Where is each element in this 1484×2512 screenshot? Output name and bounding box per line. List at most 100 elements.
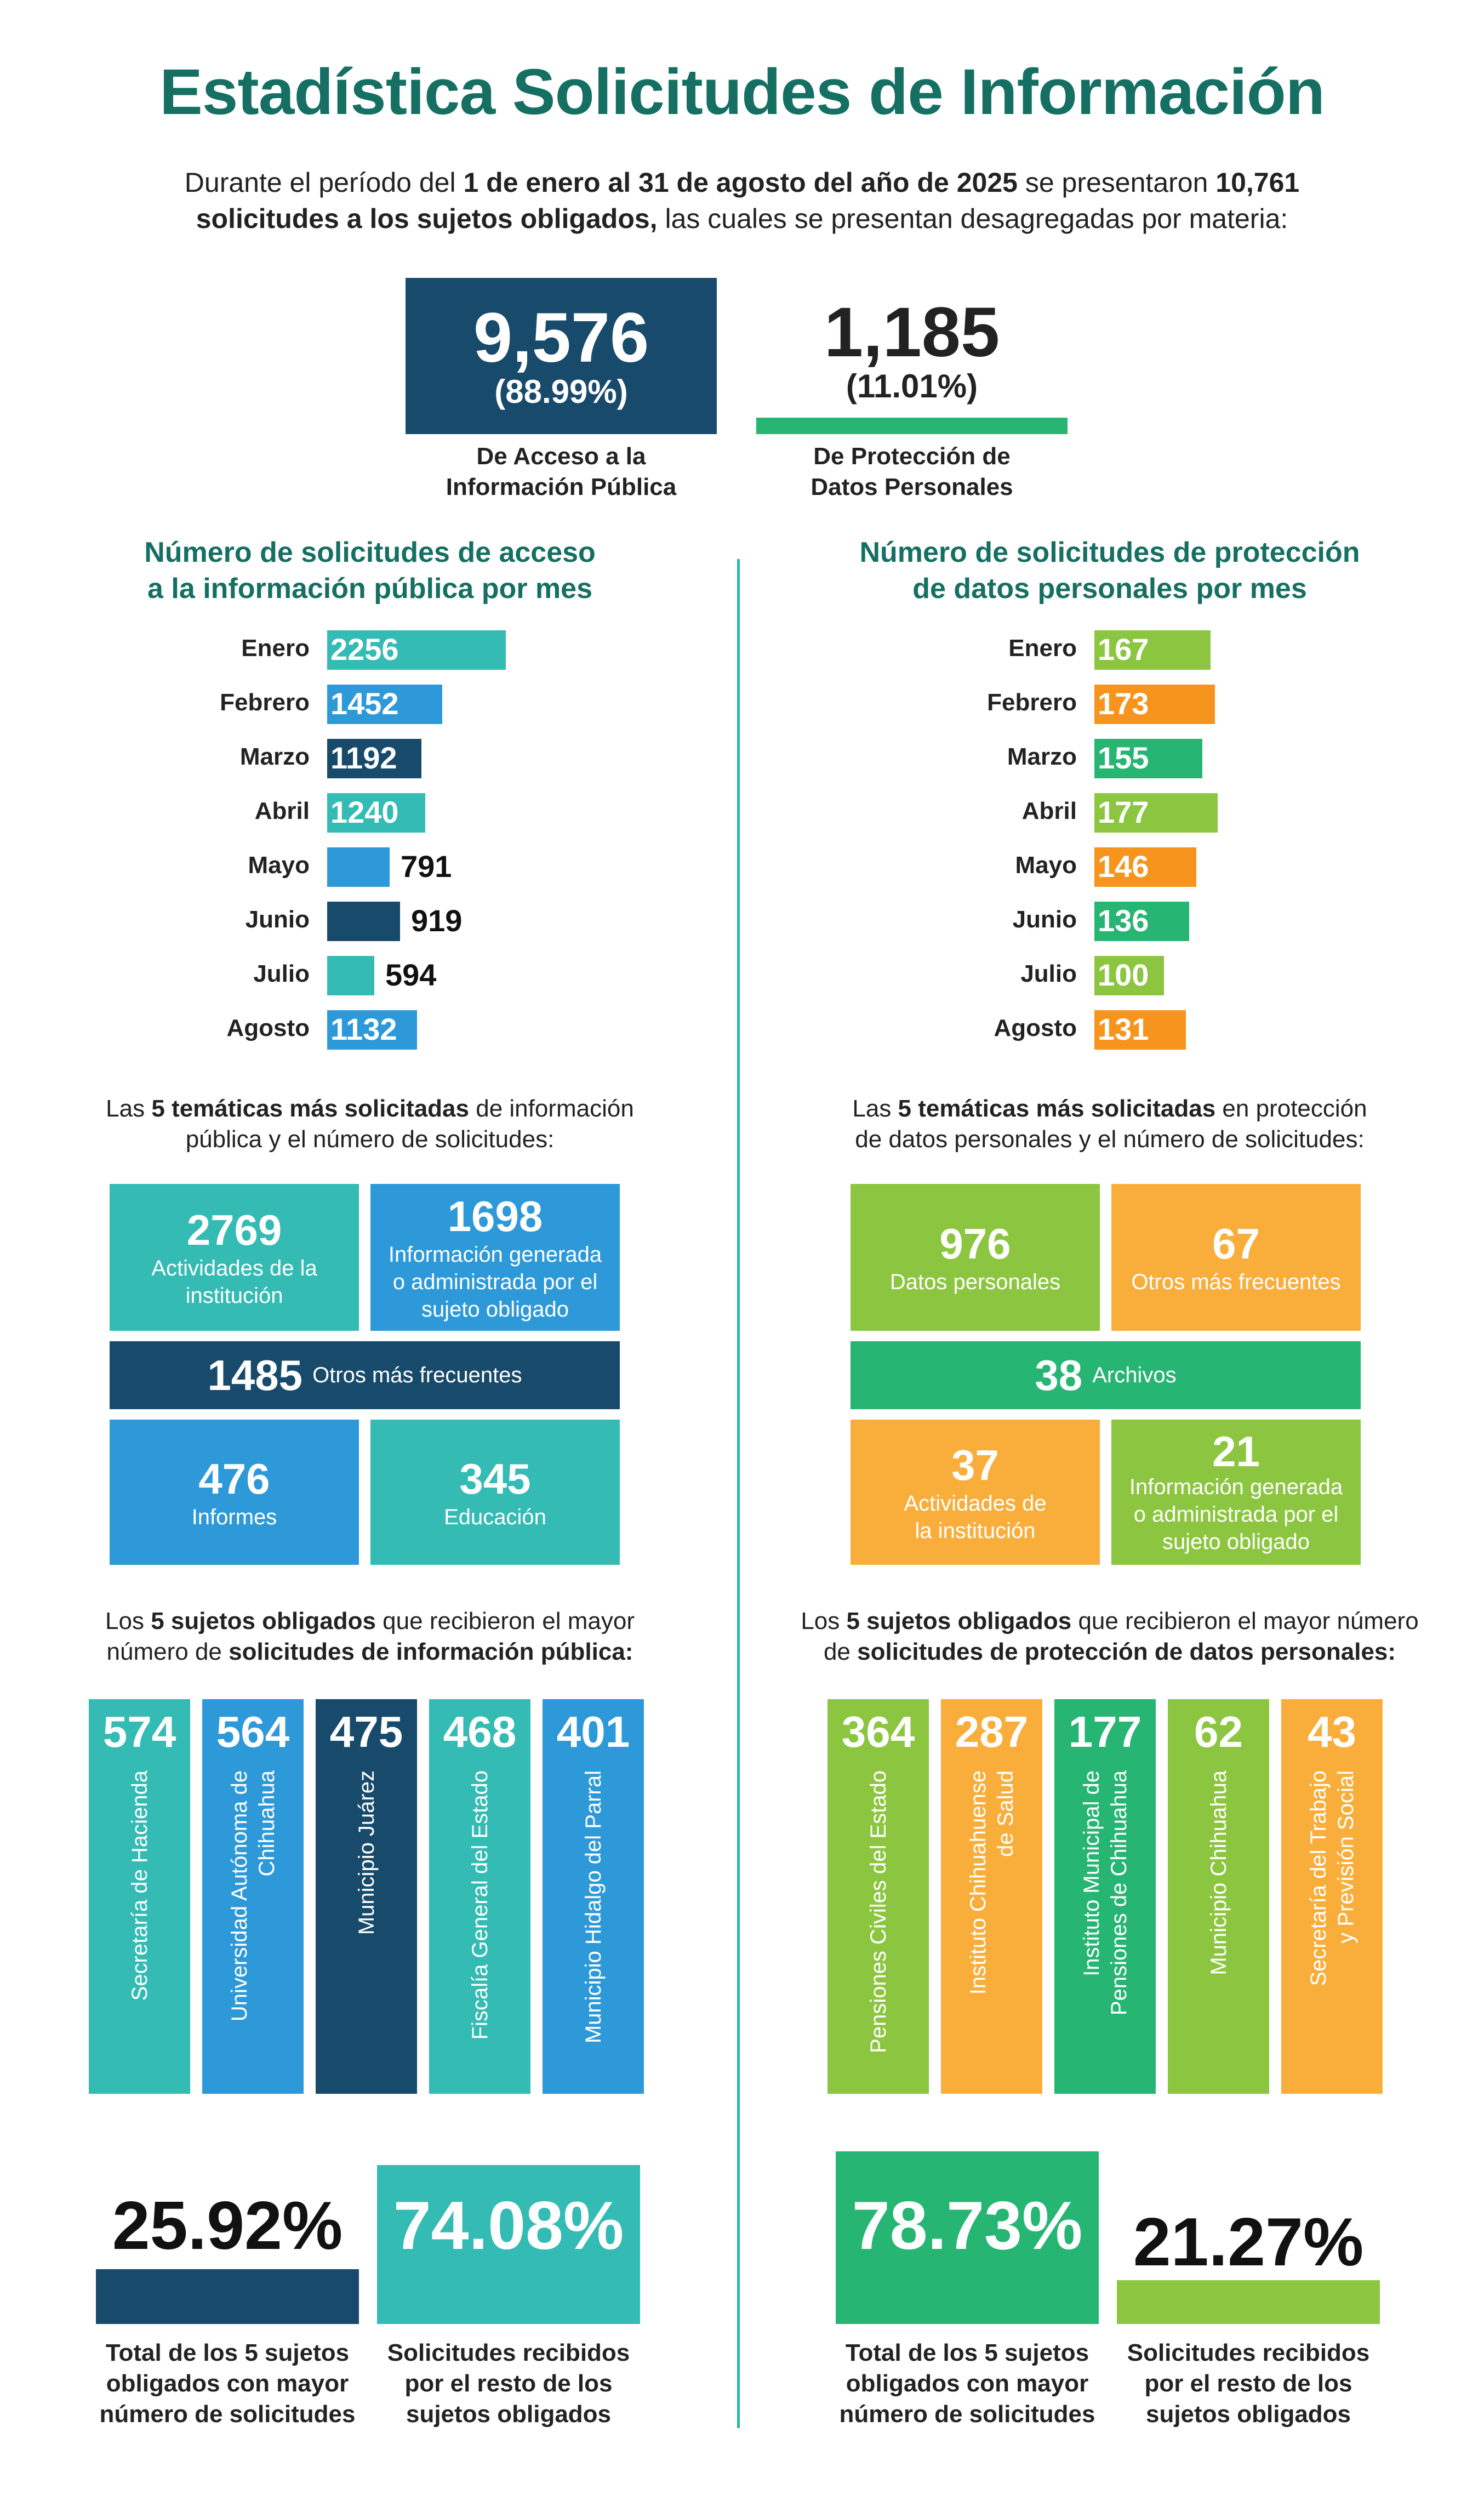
- access-bar-value: 2256: [330, 632, 399, 667]
- intro-part: de información pública y el número de so…: [185, 1095, 634, 1153]
- intro-part: Los: [801, 1608, 847, 1634]
- intro-part: las cuales se presentan desagregadas por…: [657, 203, 1288, 234]
- label-line: De Protección de: [813, 443, 1011, 470]
- protection-entity-name: Secretaría del Trabajo y Previsión Social: [1305, 1770, 1360, 2088]
- protection-bar: [1094, 956, 1164, 995]
- protection-month-label: Mayo: [1015, 852, 1077, 879]
- access-bar: [327, 685, 442, 724]
- protection-entities-intro: Los 5 sujetos obligados que recibieron e…: [795, 1606, 1425, 1667]
- label-line: obligados con mayor: [846, 2370, 1089, 2397]
- label-line: obligados con mayor: [106, 2370, 349, 2397]
- access-topics-intro: Las 5 temáticas más solicitadas de infor…: [99, 1093, 641, 1155]
- protection-entity-value: 364: [841, 1707, 915, 1756]
- intro-bold: 5 sujetos obligados: [151, 1608, 376, 1634]
- tile-label: Actividades de la institución: [151, 1256, 317, 1308]
- protection-topic-tile: 976 Datos personales: [851, 1184, 1100, 1331]
- tile-value: 38: [1035, 1351, 1083, 1399]
- protection-bar-value: 100: [1098, 958, 1149, 992]
- access-top5-bar: [96, 2269, 359, 2324]
- tile-value: 37: [951, 1440, 999, 1489]
- protection-bar: [1094, 847, 1196, 887]
- entity-name-line: Secretaría de Hacienda: [128, 1770, 152, 2001]
- protection-entities-chart: 364 Pensiones Civiles del Estado 287 Instit…: [745, 1699, 1480, 2094]
- access-entity-column: 468 Fiscalía General del Estado: [429, 1699, 530, 2094]
- access-rest-label: Solicitudes recibidos por el resto de lo…: [363, 2338, 654, 2430]
- protection-top5-label: Total de los 5 sujetos obligados con may…: [822, 2338, 1112, 2430]
- protection-bar-value: 155: [1098, 741, 1149, 775]
- protection-entity-column: 177 Instituto Municipal de Pensiones de Ch…: [1054, 1699, 1156, 2094]
- tile-label: Actividades de la institución: [904, 1491, 1047, 1543]
- access-month-label: Enero: [241, 635, 310, 662]
- access-month-label: Abril: [254, 798, 310, 824]
- label-line: Total de los 5 sujetos: [105, 2339, 350, 2366]
- intro-part: Las: [852, 1095, 898, 1122]
- access-month-label: Marzo: [239, 743, 310, 770]
- intro-part: se presentaron: [1017, 167, 1216, 198]
- tile-label: Otros más frecuentes: [312, 1363, 522, 1387]
- intro-bold: 5 sujetos obligados: [846, 1608, 1072, 1634]
- protection-entity-column: 364 Pensiones Civiles del Estado: [827, 1699, 929, 2094]
- protection-bar: [1094, 1010, 1186, 1050]
- protection-total-bar: [756, 418, 1068, 434]
- entity-name-line: Pensiones Civiles del Estado: [866, 1770, 891, 2053]
- access-month-label: Agosto: [226, 1015, 310, 1041]
- access-rest-pct: 74.08%: [393, 2188, 624, 2264]
- access-bar-value: 919: [411, 903, 463, 938]
- tile-label: Otros más frecuentes: [1131, 1270, 1341, 1294]
- tile-label: Educación: [444, 1505, 546, 1529]
- access-entity-value: 574: [102, 1707, 176, 1756]
- label-line: número de solicitudes: [99, 2401, 356, 2428]
- protection-bar: [1094, 685, 1215, 724]
- tile-label: Informes: [191, 1505, 277, 1529]
- intro-bold: solicitudes de información pública:: [229, 1638, 633, 1665]
- access-entity-name: Secretaría de Hacienda: [126, 1770, 153, 2088]
- title-line: Número de solicitudes de acceso: [144, 537, 596, 568]
- access-topic-tile: 2769 Actividades de la institución: [110, 1184, 359, 1331]
- access-topic-tile: 476 Informes: [110, 1420, 359, 1565]
- protection-entity-name: Municipio Chihuahua: [1205, 1770, 1232, 2088]
- access-month-label: Junio: [245, 906, 310, 933]
- access-entity-column: 401 Municipio Hidalgo del Parral: [543, 1699, 644, 2094]
- tile-value: 67: [1212, 1220, 1260, 1268]
- label-line: Solicitudes recibidos: [1127, 2339, 1370, 2366]
- protection-topic-tile: 67 Otros más frecuentes: [1111, 1184, 1361, 1331]
- access-bar: [327, 956, 374, 995]
- tile-value: 2769: [186, 1206, 282, 1254]
- access-entity-column: 564 Universidad Autónoma de Chihuahua: [202, 1699, 304, 2094]
- title-line: de datos personales por mes: [912, 573, 1307, 605]
- label-line: sujetos obligados: [406, 2401, 612, 2428]
- protection-top5-pct: 78.73%: [852, 2188, 1083, 2264]
- access-month-label: Julio: [253, 960, 310, 987]
- tile-label: Información generada o administrada por …: [388, 1243, 602, 1321]
- entity-name-line: Chihuahua: [255, 1770, 279, 1877]
- intro-date-range: 1 de enero al 31 de agosto del año de 20…: [463, 167, 1018, 198]
- intro-bold: solicitudes de protección de datos perso…: [857, 1638, 1396, 1665]
- protection-month-label: Enero: [1008, 635, 1077, 662]
- access-top5-pct: 25.92%: [112, 2188, 343, 2264]
- protection-topic-tile: 37 Actividades de la institución: [851, 1420, 1100, 1565]
- entity-name-line: Pensiones de Chihuahua: [1107, 1770, 1131, 2016]
- access-bar: [327, 902, 400, 941]
- protection-bar: [1094, 902, 1189, 941]
- access-entity-column: 475 Municipio Juárez: [316, 1699, 417, 2094]
- access-entity-name: Municipio Hidalgo del Parral: [580, 1770, 607, 2088]
- protection-monthly-title: Número de solicitudes de protección de d…: [822, 534, 1397, 607]
- access-bar-value: 1192: [330, 741, 397, 775]
- access-total-value: 9,576: [473, 298, 649, 377]
- intro-part: que recibieron el mayor número de: [823, 1608, 1419, 1665]
- intro-part: Los: [105, 1608, 151, 1634]
- protection-topics-intro: Las 5 temáticas más solicitadas en prote…: [838, 1093, 1381, 1155]
- protection-entity-value: 43: [1308, 1707, 1356, 1756]
- protection-total-pct: (11.01%): [846, 368, 978, 405]
- protection-bar-value: 146: [1098, 849, 1149, 884]
- protection-entity-name: Pensiones Civiles del Estado: [865, 1770, 892, 2088]
- intro-part: en protección de datos personales y el n…: [855, 1095, 1367, 1153]
- tile-label: Archivos: [1092, 1363, 1177, 1387]
- tile-value: 1698: [447, 1192, 543, 1240]
- intro-part: Las: [106, 1095, 152, 1122]
- label-line: Información Pública: [446, 474, 677, 500]
- access-bar-value: 594: [385, 958, 437, 992]
- protection-month-label: Febrero: [987, 689, 1077, 716]
- protection-month-label: Julio: [1020, 960, 1077, 987]
- protection-bar: [1094, 630, 1211, 670]
